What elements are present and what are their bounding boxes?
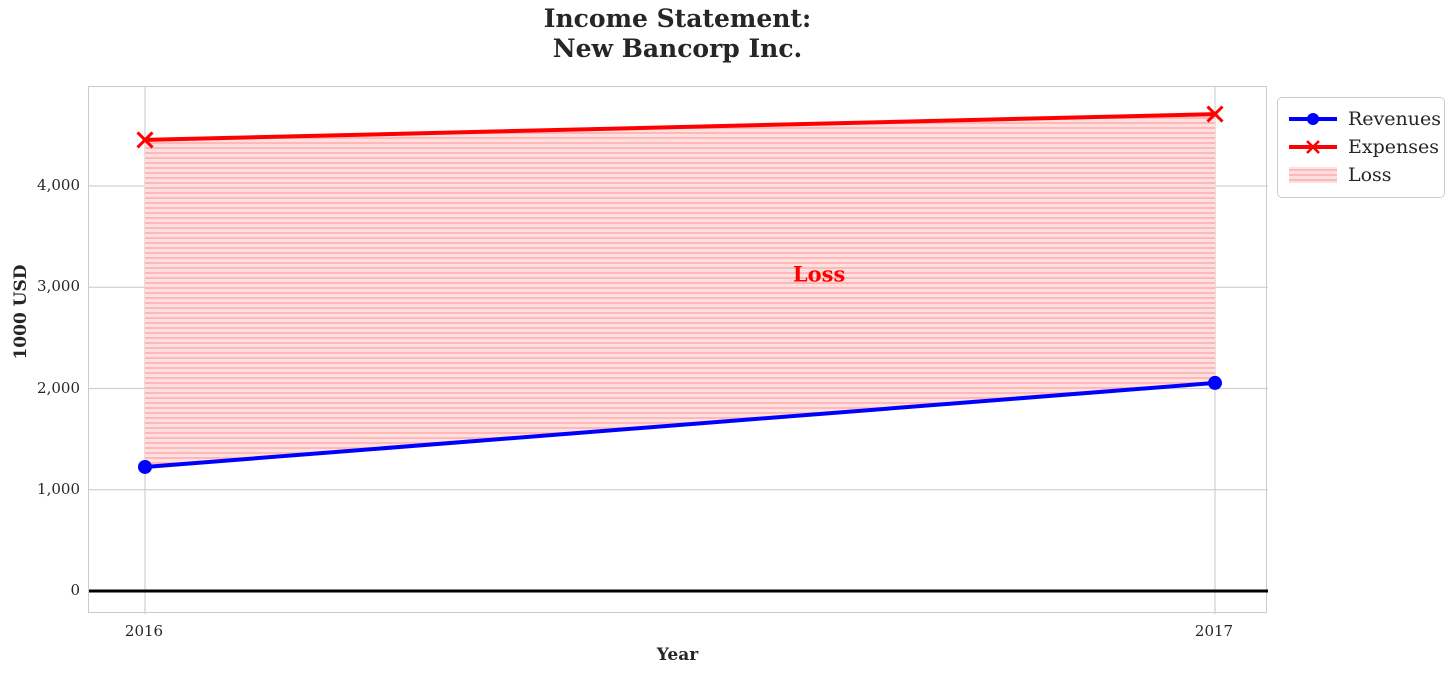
chart-title: Income Statement: New Bancorp Inc. (543, 4, 812, 63)
hatched-patch-icon (1287, 164, 1339, 186)
plot-area: Loss (88, 86, 1268, 614)
x-tick-label: 2017 (1194, 622, 1234, 640)
series-lines (136, 105, 1224, 474)
legend-item-label: Loss (1348, 164, 1392, 186)
y-tick-label: 1,000 (37, 479, 80, 498)
legend-item-label: Revenues (1348, 108, 1441, 130)
legend-item-label: Expenses (1348, 136, 1439, 158)
x-axis-title: Year (656, 645, 699, 665)
y-axis-title: 1000 USD (11, 264, 31, 360)
x-tick-label: 2016 (124, 622, 164, 640)
plot-canvas (89, 87, 1268, 614)
y-tick-label: 3,000 (37, 277, 80, 296)
loss-annotation-label: Loss (792, 261, 846, 287)
loss-fill-area (145, 114, 1215, 467)
y-axis-tick-labels: 0 1,000 2,000 3,000 4,000 (0, 86, 80, 613)
y-tick-label: 4,000 (37, 176, 80, 194)
legend-item-loss[interactable]: Loss (1287, 161, 1435, 189)
x-axis-tick-labels: 2016 2017 (88, 622, 1267, 644)
y-tick-label: 0 (70, 581, 80, 599)
line-circle-marker-icon (1287, 108, 1339, 130)
legend-item-revenues[interactable]: Revenues (1287, 105, 1441, 133)
y-tick-label: 2,000 (37, 378, 80, 397)
chart-legend: Revenues Expenses Loss (1277, 97, 1445, 198)
line-x-marker-icon (1287, 136, 1339, 158)
legend-item-expenses[interactable]: Expenses (1287, 133, 1439, 161)
